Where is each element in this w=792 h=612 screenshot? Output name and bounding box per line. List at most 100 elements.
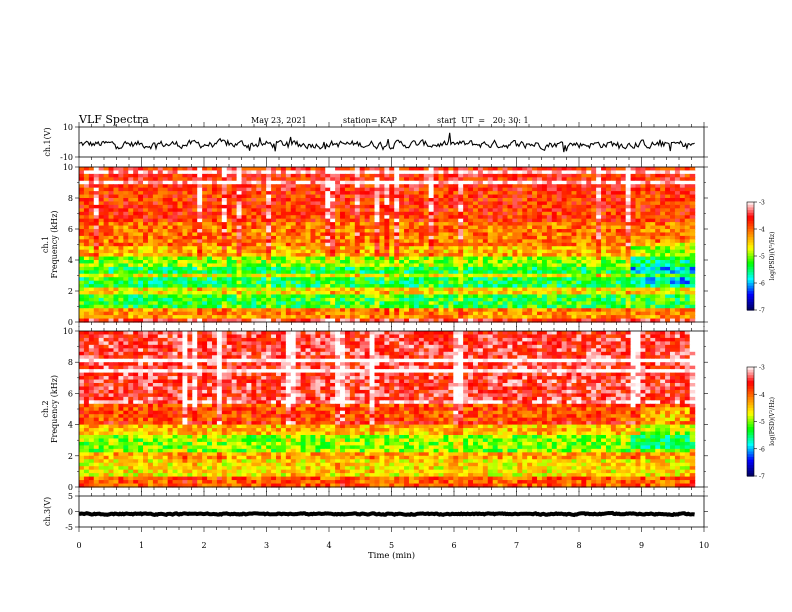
spectrogram-cell xyxy=(271,277,277,282)
spectrogram-cell xyxy=(625,249,632,254)
spectrogram-cell xyxy=(246,232,252,237)
spectrogram-cell xyxy=(261,211,267,216)
spectrogram-cell xyxy=(330,191,336,196)
spectrogram-cell xyxy=(157,249,164,254)
spectrogram-cell xyxy=(359,167,366,172)
spectrogram-cell xyxy=(295,239,302,244)
spectrogram-cell xyxy=(581,294,587,299)
spectrogram-cell xyxy=(369,232,376,237)
spectrogram-cell xyxy=(167,194,174,199)
spectrogram-cell xyxy=(660,256,666,261)
spectrogram-cell xyxy=(492,194,499,199)
spectrogram-cell xyxy=(305,297,312,302)
spectrogram-cell xyxy=(83,273,90,278)
spectrogram-cell xyxy=(83,301,90,306)
spectrogram-cell xyxy=(650,204,656,209)
spectrogram-cell xyxy=(591,273,597,278)
spectrogram-cell xyxy=(423,256,430,261)
spectrogram-cell xyxy=(128,215,134,220)
spectrogram-cell xyxy=(399,204,405,209)
spectrogram-cell xyxy=(271,235,277,240)
spectrogram-cell xyxy=(138,253,144,258)
spectrogram-cell xyxy=(418,270,425,275)
spectrogram-cell xyxy=(512,249,518,254)
spectrogram-cell xyxy=(399,263,405,268)
spectrogram-cell xyxy=(236,208,243,213)
spectrogram-cell xyxy=(128,294,134,299)
spectrogram-cell xyxy=(256,291,262,296)
spectrogram-cell xyxy=(187,256,193,261)
spectrogram-cell xyxy=(172,284,179,289)
spectrogram-cell xyxy=(458,232,464,237)
spectrogram-cell xyxy=(576,232,582,237)
spectrogram-cell xyxy=(251,208,257,213)
spectrogram-cell xyxy=(473,191,479,196)
spectrogram-cell xyxy=(231,225,238,230)
spectrogram-cell xyxy=(251,232,257,237)
spectrogram-cell xyxy=(660,208,666,213)
spectrogram-cell xyxy=(468,187,474,192)
spectrogram-cell xyxy=(546,218,553,223)
spectrogram-cell xyxy=(610,187,617,192)
spectrogram-cell xyxy=(389,260,395,265)
spectrogram-cell xyxy=(335,253,341,258)
spectrogram-cell xyxy=(93,263,100,268)
spectrogram-cell xyxy=(418,277,425,282)
spectrogram-cell xyxy=(408,180,415,185)
spectrogram-cell xyxy=(79,170,85,175)
spectrogram-cell xyxy=(340,239,346,244)
spectrogram-cell xyxy=(177,187,184,192)
spectrogram-cell xyxy=(266,184,272,189)
spectrogram-cell xyxy=(551,260,558,265)
spectrogram-cell xyxy=(202,235,208,240)
spectrogram-cell xyxy=(157,297,164,302)
spectrogram-cell xyxy=(566,173,573,178)
spectrogram-cell xyxy=(236,291,243,296)
spectrogram-cell xyxy=(502,222,509,227)
spectrogram-cell xyxy=(443,297,449,302)
spectrogram-cell xyxy=(404,184,410,189)
spectrogram-cell xyxy=(591,225,597,230)
spectrogram-cell xyxy=(630,173,637,178)
spectrogram-cell xyxy=(665,184,671,189)
spectrogram-cell xyxy=(83,173,90,178)
spectrogram-cell xyxy=(468,211,474,216)
spectrogram-cell xyxy=(615,167,622,172)
spectrogram-cell xyxy=(438,291,445,296)
spectrogram-cell xyxy=(546,194,553,199)
spectrogram-cell xyxy=(571,256,578,261)
spectrogram-cell xyxy=(280,239,287,244)
spectrogram-cell xyxy=(571,291,578,296)
spectrogram-cell xyxy=(679,242,686,247)
spectrogram-cell xyxy=(103,201,110,206)
spectrogram-cell xyxy=(349,232,356,237)
spectrogram-cell xyxy=(108,263,115,268)
spectrogram-cell xyxy=(192,218,198,223)
spectrogram-cell xyxy=(340,167,346,172)
spectrogram-cell xyxy=(83,191,90,196)
spectrogram-cell xyxy=(197,177,203,182)
spectrogram-cell xyxy=(581,208,587,213)
spectrogram-cell xyxy=(236,249,243,254)
spectrogram-cell xyxy=(453,266,459,271)
spectrogram-cell xyxy=(369,291,376,296)
spectrogram-cell xyxy=(556,273,563,278)
spectrogram-cell xyxy=(660,184,666,189)
spectrogram-cell xyxy=(645,194,651,199)
spectrogram-cell xyxy=(187,284,193,289)
spectrogram-cell xyxy=(133,180,139,185)
spectrogram-cell xyxy=(320,270,326,275)
spectrogram-cell xyxy=(571,249,578,254)
spectrogram-cell xyxy=(576,173,582,178)
spectrogram-cell xyxy=(522,211,528,216)
spectrogram-cell xyxy=(517,201,523,206)
spectrogram-cell xyxy=(300,246,307,251)
spectrogram-cell xyxy=(551,222,558,227)
spectrogram-cell xyxy=(610,256,617,261)
spectrogram-cell xyxy=(605,263,612,268)
spectrogram-cell xyxy=(596,225,602,230)
spectrogram-cell xyxy=(389,187,395,192)
spectrogram-cell xyxy=(340,173,346,178)
spectrogram-cell xyxy=(438,232,445,237)
spectrogram-cell xyxy=(231,173,238,178)
